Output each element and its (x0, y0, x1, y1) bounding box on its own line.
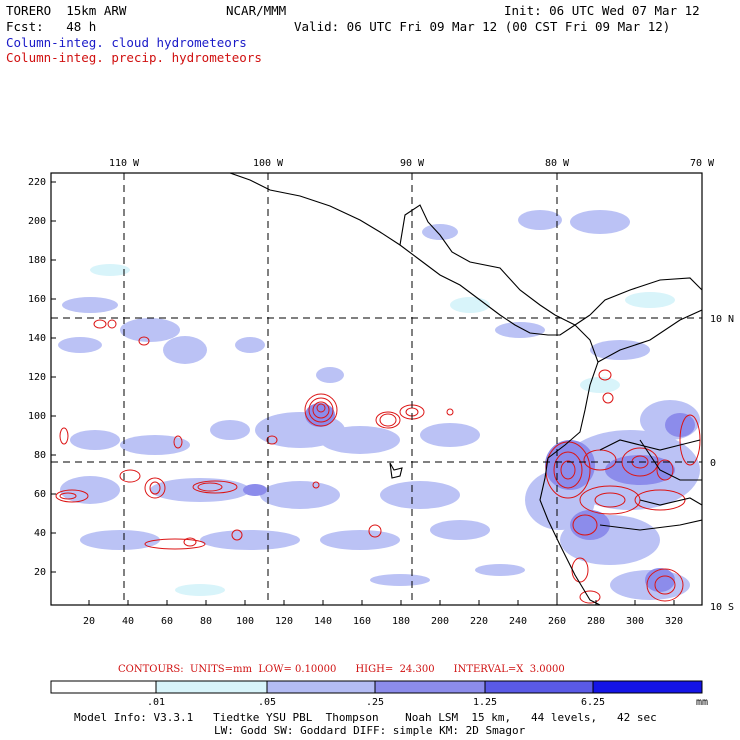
colorbar: .01 .05 .25 1.25 6.25 mm (50, 680, 708, 708)
lon-label-110w: 110 W (109, 158, 140, 169)
grid-x-label: 180 (392, 616, 410, 627)
colorbar-swatch (267, 681, 375, 693)
grid-y-label: 40 (34, 528, 46, 539)
precip-field-label: Column-integ. precip. hydrometeors (6, 50, 262, 65)
grid-y-label: 100 (28, 411, 46, 422)
lat-label-10s: 10 S (710, 602, 734, 613)
lon-label-70w: 70 W (690, 158, 715, 169)
grid-y-label: 120 (28, 372, 46, 383)
lon-label-80w: 80 W (545, 158, 570, 169)
grid-x-label: 280 (587, 616, 605, 627)
grid-x-label: 60 (161, 616, 173, 627)
model-info-line2: LW: Godd SW: Goddard DIFF: simple KM: 2D… (214, 724, 526, 737)
model-info-line1: Model Info: V3.3.1 Tiedtke YSU PBL Thomp… (74, 711, 657, 724)
colorbar-tick: .01 (147, 697, 165, 708)
latlon-grid (51, 173, 702, 605)
grid-y-label: 220 (28, 177, 46, 188)
grid-y-label: 60 (34, 489, 46, 500)
grid-x-label: 100 (236, 616, 254, 627)
grid-y-label: 180 (28, 255, 46, 266)
colorbar-unit: mm (696, 697, 708, 708)
grid-x-label: 40 (122, 616, 134, 627)
colorbar-swatch (156, 681, 267, 693)
lon-label-100w: 100 W (253, 158, 284, 169)
colorbar-swatch (593, 681, 702, 693)
grid-x-label: 20 (83, 616, 95, 627)
colorbar-swatch (375, 681, 485, 693)
grid-y-label: 200 (28, 216, 46, 227)
grid-y-label: 80 (34, 450, 46, 461)
colorbar-tick: .05 (258, 697, 276, 708)
grid-x-label: 220 (470, 616, 488, 627)
grid-x-label: 160 (353, 616, 371, 627)
grid-x-label: 240 (509, 616, 527, 627)
grid-x-label: 300 (626, 616, 644, 627)
colorbar-swatch (51, 681, 156, 693)
org-label: NCAR/MMM (226, 3, 287, 18)
grid-x-label: 200 (431, 616, 449, 627)
colorbar-tick: 1.25 (473, 697, 497, 708)
grid-y-label: 140 (28, 333, 46, 344)
lat-label-10n: 10 N (710, 314, 734, 325)
grid-x-label: 320 (665, 616, 683, 627)
model-title: TORERO 15km ARW (6, 3, 127, 18)
colorbar-swatch (485, 681, 593, 693)
axis-ticks (51, 181, 675, 605)
colorbar-tick: .25 (366, 697, 384, 708)
colorbar-tick: 6.25 (581, 697, 605, 708)
init-time: Init: 06 UTC Wed 07 Mar 12 (504, 3, 700, 18)
grid-x-label: 260 (548, 616, 566, 627)
contours-info: CONTOURS: UNITS=mm LOW= 0.10000 HIGH= 24… (118, 664, 565, 675)
lat-label-0: 0 (710, 458, 716, 469)
grid-x-label: 80 (200, 616, 212, 627)
grid-x-label: 120 (275, 616, 293, 627)
valid-time: Valid: 06 UTC Fri 09 Mar 12 (00 CST Fri … (294, 19, 671, 34)
lon-label-90w: 90 W (400, 158, 425, 169)
grid-y-label: 160 (28, 294, 46, 305)
cloud-field-label: Column-integ. cloud hydrometeors (6, 35, 247, 50)
grid-x-label: 140 (314, 616, 332, 627)
forecast-hour: Fcst: 48 h (6, 19, 97, 34)
map-frame (50, 172, 703, 606)
grid-y-label: 20 (34, 567, 46, 578)
coastlines (229, 173, 702, 605)
